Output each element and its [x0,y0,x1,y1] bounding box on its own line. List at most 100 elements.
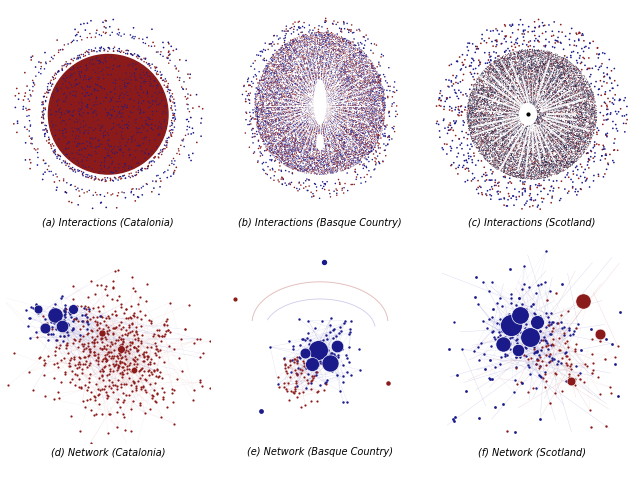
Point [562,353,572,360]
Point [533,159,543,167]
Point [499,104,509,112]
Point [595,390,605,398]
Point [311,55,321,63]
Point [481,69,492,76]
Point [569,77,579,85]
Point [111,77,121,85]
Point [515,55,525,63]
Point [477,86,488,94]
Point [529,120,540,128]
Point [516,82,526,90]
Point [346,86,356,94]
Point [532,109,542,116]
Point [586,88,596,95]
Point [111,65,122,73]
Point [520,72,530,80]
Point [342,107,352,114]
Point [490,161,500,169]
Point [352,108,362,116]
Point [578,121,588,129]
Point [116,300,127,308]
Point [366,116,376,124]
Point [284,108,294,115]
Point [280,155,290,163]
Point [351,105,362,113]
Point [554,73,564,81]
Point [550,128,561,136]
Point [358,136,369,144]
Point [524,113,534,121]
Point [558,162,568,169]
Point [326,42,336,50]
Point [330,152,340,160]
Point [342,95,353,103]
Point [356,40,367,48]
Point [303,96,314,104]
Point [509,122,520,130]
Point [335,85,346,93]
Point [519,67,529,75]
Point [279,85,289,93]
Point [109,98,120,106]
Point [339,151,349,159]
Point [332,131,342,139]
Point [299,60,309,68]
Point [296,81,307,89]
Point [584,94,594,101]
Point [35,353,45,361]
Point [536,75,547,83]
Point [546,145,556,152]
Point [369,80,380,88]
Point [112,130,122,137]
Point [584,126,594,134]
Point [380,94,390,102]
Point [301,55,312,62]
Point [303,136,313,144]
Point [575,147,586,155]
Point [349,50,360,58]
Point [499,90,509,98]
Point [286,146,296,154]
Point [333,71,344,79]
Point [333,92,344,99]
Point [535,74,545,81]
Point [282,159,292,167]
Point [497,63,507,71]
Point [556,132,566,140]
Point [515,116,525,124]
Point [346,80,356,88]
Point [70,80,81,88]
Point [506,151,516,159]
Point [490,146,500,154]
Point [86,86,97,94]
Point [556,111,566,118]
Point [483,148,493,155]
Point [273,126,284,134]
Point [349,124,360,131]
Point [531,145,541,153]
Point [344,56,354,64]
Point [332,129,342,137]
Point [316,118,326,126]
Point [568,68,579,76]
Point [105,143,115,150]
Point [346,106,356,113]
Point [266,142,276,150]
Point [525,185,536,192]
Point [434,96,444,104]
Point [576,68,586,76]
Point [559,85,570,93]
Point [288,133,298,141]
Point [504,96,515,104]
Point [490,84,500,92]
Point [542,109,552,116]
Point [469,84,479,92]
Point [98,65,108,73]
Point [328,136,338,144]
Point [537,77,547,85]
Point [312,165,323,172]
Point [550,105,561,112]
Point [545,132,555,140]
Point [538,61,548,69]
Point [354,88,364,96]
